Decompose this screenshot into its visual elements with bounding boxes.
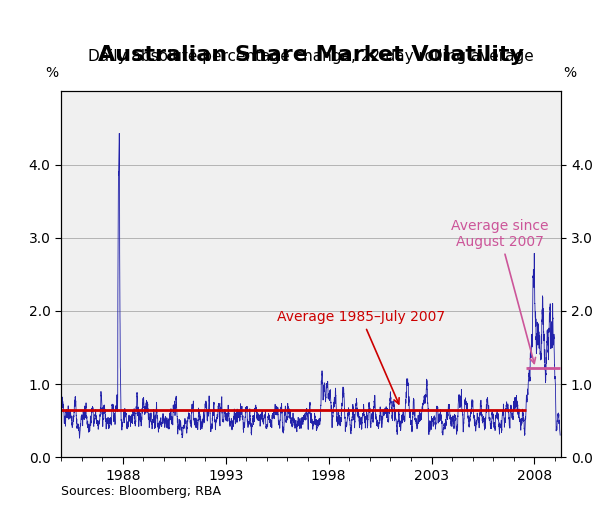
Text: Sources: Bloomberg; RBA: Sources: Bloomberg; RBA [61,485,221,498]
Text: Average 1985–July 2007: Average 1985–July 2007 [277,310,445,404]
Text: %: % [564,67,577,80]
Text: Daily absolute percentage change, 22-day rolling average: Daily absolute percentage change, 22-day… [88,48,534,64]
Text: %: % [45,67,59,80]
Title: Australian Share Market Volatility: Australian Share Market Volatility [98,45,524,65]
Text: Average since
August 2007: Average since August 2007 [451,218,548,363]
